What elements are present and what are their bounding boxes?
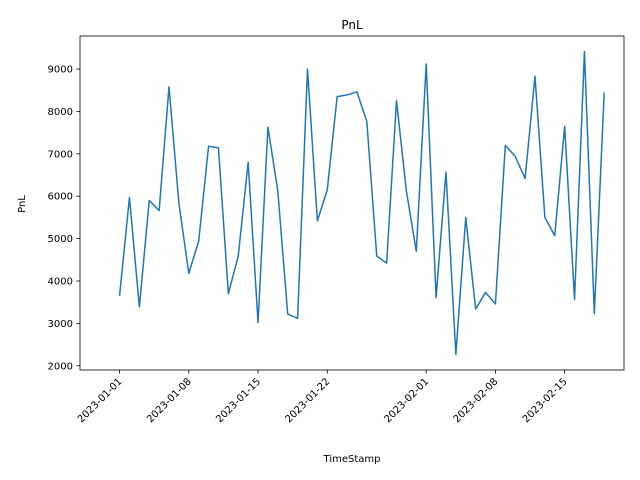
x-axis-label: TimeStamp [323, 454, 381, 465]
axes-frame [79, 35, 625, 371]
plot-area: 2000 3000 4000 5000 6000 7000 8000 9000 2023-01-… [48, 35, 625, 425]
y-tick-label: 3000 [48, 319, 73, 330]
y-tick-label: 7000 [48, 149, 73, 160]
x-tick-label: 2023-01-01 [76, 376, 125, 425]
x-tick-label: 2023-01-15 [214, 376, 263, 425]
y-tick-label: 4000 [48, 276, 73, 287]
pnl-series-line [118, 50, 605, 356]
x-tick-label: 2023-02-08 [452, 376, 501, 425]
x-tick-label: 2023-02-01 [382, 376, 431, 425]
chart-title: PnL [341, 18, 363, 32]
y-tick-label: 6000 [48, 192, 73, 203]
y-tick-label: 8000 [48, 107, 73, 118]
y-tick-label: 2000 [48, 361, 73, 372]
x-tick-label: 2023-01-22 [284, 376, 333, 425]
y-tick-label: 5000 [48, 234, 73, 245]
y-axis-label: PnL [17, 195, 28, 213]
y-tick-label: 9000 [48, 65, 73, 76]
x-tick-label: 2023-02-15 [521, 376, 570, 425]
x-tick-label: 2023-01-08 [145, 376, 194, 425]
